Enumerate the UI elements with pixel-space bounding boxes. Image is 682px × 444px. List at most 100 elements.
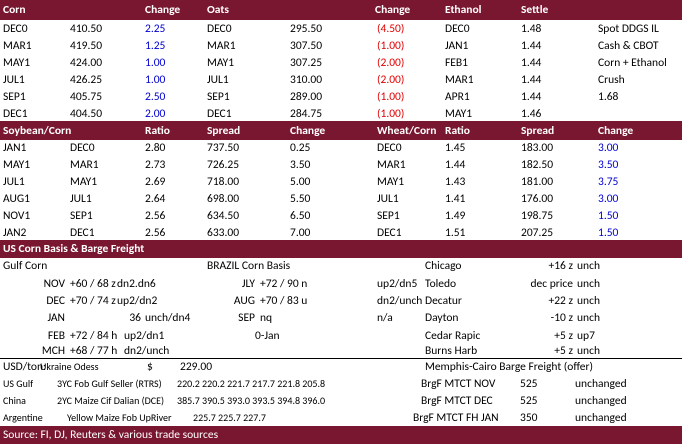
cell-text: 182.50 — [521, 158, 554, 172]
cell-text: up7 — [577, 329, 595, 343]
cell-text: 307.25 — [290, 56, 323, 70]
column-header: Change — [598, 124, 634, 138]
cell-text: 2.80 — [145, 141, 166, 155]
cell-text: 310.00 — [290, 73, 323, 87]
cell-text: (4.50) — [377, 22, 405, 36]
cell-text: n/a — [377, 311, 393, 325]
cell-text: Memphis-Cairo Barge Freight (offer) — [425, 360, 594, 374]
cell-text: 1.51 — [445, 226, 466, 240]
cell-text: 284.75 — [290, 107, 323, 121]
column-header: Change — [290, 124, 326, 138]
cell-text: up2/dn2 — [117, 294, 158, 308]
cell-text: APR1 — [445, 90, 470, 104]
cell-text: 307.50 — [290, 39, 323, 53]
cell-text: (2.00) — [377, 56, 405, 70]
divider — [0, 358, 682, 359]
cell-text: AUG1 — [3, 192, 30, 206]
header-bar — [0, 240, 682, 258]
cell-text: 36 — [129, 311, 141, 325]
cell-text: Cash & CBOT — [598, 39, 659, 53]
cell-text: MAY1 — [3, 158, 31, 172]
cell-text: (1.00) — [377, 39, 405, 53]
cell-text: MAY1 — [3, 56, 31, 70]
cell-text: 718.00 — [207, 175, 240, 189]
cell-text: SEP — [238, 311, 255, 325]
cell-text: 3YC Fob Gulf Seller (RTRS) — [57, 377, 162, 390]
cell-text: MAR1 — [377, 158, 406, 172]
cell-text: JLY — [241, 277, 255, 291]
cell-text: SEP1 — [3, 90, 26, 104]
column-header: Change — [375, 3, 411, 17]
cell-text: DEC0 — [70, 141, 95, 155]
cell-text: 229.00 — [180, 360, 213, 374]
cell-text: 2.00 — [145, 107, 166, 121]
cell-text: DEC1 — [70, 226, 95, 240]
cell-text: +16 z — [548, 259, 573, 273]
cell-text: unch — [577, 294, 600, 308]
cell-text: MCH — [41, 344, 65, 358]
cell-text: 5.00 — [290, 175, 311, 189]
column-header: Settle — [521, 3, 549, 17]
cell-text: BrgF MTCT DEC — [421, 394, 493, 408]
column-header: Spread — [207, 124, 241, 138]
cell-text: unchanged — [575, 411, 627, 425]
cell-text: Yellow Maize Fob UpRiver — [67, 411, 172, 424]
cell-text: DEC0 — [377, 141, 402, 155]
cell-text: JAN1 — [3, 141, 27, 155]
cell-text: +70 / 83 u — [260, 294, 308, 308]
cell-text: 2YC Maize Cif Dalian (DCE) — [57, 394, 165, 407]
cell-text: 633.00 — [207, 226, 240, 240]
cell-text: 1.43 — [445, 175, 466, 189]
cell-text: 1.44 — [521, 73, 542, 87]
cell-text: dn2.dn6 — [117, 277, 156, 291]
cell-text: MAY1 — [207, 56, 235, 70]
cell-text: 1.44 — [521, 56, 542, 70]
cell-text: JAN2 — [3, 226, 27, 240]
cell-text: (1.00) — [377, 90, 405, 104]
cell-text: 181.00 — [521, 175, 554, 189]
cell-text: NOV — [43, 277, 65, 291]
cell-text: dec price — [530, 277, 573, 291]
cell-text: USD/ton: — [3, 360, 47, 374]
cell-text: 2.56 — [145, 226, 166, 240]
cell-text: 220.2 220.2 221.7 217.7 221.8 205.8 — [177, 377, 326, 390]
cell-text: unch/dn4 — [145, 311, 191, 325]
cell-text: Cedar Rapic — [425, 329, 481, 343]
cell-text: FEB — [47, 329, 65, 343]
cell-text: DEC0 — [3, 22, 28, 36]
header-bar — [0, 121, 682, 140]
cell-text: 726.25 — [207, 158, 240, 172]
cell-text: 424.00 — [70, 56, 103, 70]
cell-text: 3.00 — [598, 192, 619, 206]
cell-text: Corn + Ethanol — [598, 56, 667, 70]
cell-text: 405.75 — [70, 90, 103, 104]
cell-text: 1.50 — [598, 226, 619, 240]
cell-text: 207.25 — [521, 226, 554, 240]
cell-text: Crush — [598, 73, 625, 87]
cell-text: (1.00) — [377, 107, 405, 121]
cell-text: MAY1 — [377, 175, 405, 189]
cell-text: +70 / 74 z — [70, 294, 116, 308]
cell-text: 1.41 — [445, 192, 466, 206]
cell-text: +5 z — [554, 344, 573, 358]
cell-text: 198.75 — [521, 209, 554, 223]
cell-text: Spot DDGS IL — [598, 22, 659, 36]
cell-text: dn2/unch — [377, 294, 423, 308]
cell-text: (2.00) — [377, 73, 405, 87]
cell-text: MAR1 — [207, 39, 236, 53]
cell-text: AUG — [233, 294, 255, 308]
cell-text: 225.7 225.7 227.7 — [193, 411, 266, 424]
cell-text: BrgF MTCT NOV — [421, 377, 496, 391]
cell-text: 1.25 — [145, 39, 166, 53]
cell-text: SEP1 — [70, 209, 93, 223]
cell-text: +22 z — [548, 294, 573, 308]
cell-text: JUL1 — [3, 73, 25, 87]
column-header: Wheat/Corn — [377, 124, 437, 138]
cell-text: 176.00 — [521, 192, 554, 206]
cell-text: DEC — [46, 294, 65, 308]
cell-text: unch — [577, 277, 600, 291]
cell-text: +72 / 90 n — [260, 277, 308, 291]
header-bar — [0, 0, 682, 20]
cell-text: unch — [577, 344, 600, 358]
